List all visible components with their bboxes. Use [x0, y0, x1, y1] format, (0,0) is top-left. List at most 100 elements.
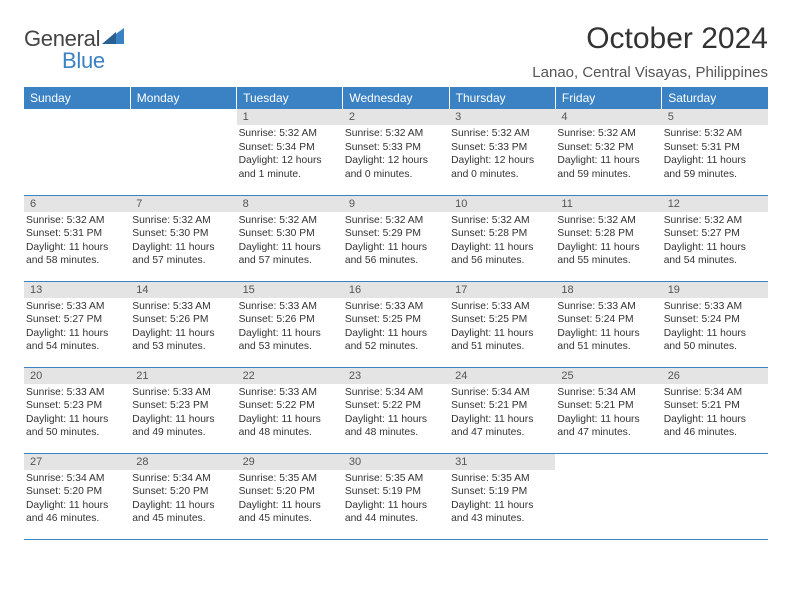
day-number: 9 — [343, 196, 449, 212]
calendar-cell: 16Sunrise: 5:33 AMSunset: 5:25 PMDayligh… — [343, 281, 449, 367]
day-number: 23 — [343, 368, 449, 384]
day-info: Sunrise: 5:32 AMSunset: 5:28 PMDaylight:… — [555, 212, 661, 270]
day-number: 14 — [130, 282, 236, 298]
calendar-cell: .. — [130, 109, 236, 195]
calendar-cell: 24Sunrise: 5:34 AMSunset: 5:21 PMDayligh… — [449, 367, 555, 453]
calendar-cell: 25Sunrise: 5:34 AMSunset: 5:21 PMDayligh… — [555, 367, 661, 453]
calendar-cell: 15Sunrise: 5:33 AMSunset: 5:26 PMDayligh… — [237, 281, 343, 367]
day-info: Sunrise: 5:32 AMSunset: 5:29 PMDaylight:… — [343, 212, 449, 270]
weekday-header: Saturday — [662, 87, 768, 109]
day-info: Sunrise: 5:33 AMSunset: 5:26 PMDaylight:… — [237, 298, 343, 356]
day-info: Sunrise: 5:32 AMSunset: 5:33 PMDaylight:… — [343, 125, 449, 183]
day-info: Sunrise: 5:33 AMSunset: 5:27 PMDaylight:… — [24, 298, 130, 356]
day-info: Sunrise: 5:33 AMSunset: 5:26 PMDaylight:… — [130, 298, 236, 356]
day-info: Sunrise: 5:32 AMSunset: 5:30 PMDaylight:… — [237, 212, 343, 270]
day-number: 12 — [662, 196, 768, 212]
calendar-cell: 23Sunrise: 5:34 AMSunset: 5:22 PMDayligh… — [343, 367, 449, 453]
calendar-cell: 11Sunrise: 5:32 AMSunset: 5:28 PMDayligh… — [555, 195, 661, 281]
day-info: Sunrise: 5:33 AMSunset: 5:23 PMDaylight:… — [24, 384, 130, 442]
calendar-cell: 3Sunrise: 5:32 AMSunset: 5:33 PMDaylight… — [449, 109, 555, 195]
day-number: 5 — [662, 109, 768, 125]
calendar-cell: 13Sunrise: 5:33 AMSunset: 5:27 PMDayligh… — [24, 281, 130, 367]
day-info: Sunrise: 5:33 AMSunset: 5:25 PMDaylight:… — [343, 298, 449, 356]
day-number: 16 — [343, 282, 449, 298]
weekday-header: Wednesday — [343, 87, 449, 109]
day-number: 6 — [24, 196, 130, 212]
calendar-week-row: 20Sunrise: 5:33 AMSunset: 5:23 PMDayligh… — [24, 367, 768, 453]
day-info: Sunrise: 5:32 AMSunset: 5:30 PMDaylight:… — [130, 212, 236, 270]
calendar-cell: 26Sunrise: 5:34 AMSunset: 5:21 PMDayligh… — [662, 367, 768, 453]
day-info: Sunrise: 5:33 AMSunset: 5:24 PMDaylight:… — [662, 298, 768, 356]
weekday-header: Thursday — [449, 87, 555, 109]
calendar-cell: 14Sunrise: 5:33 AMSunset: 5:26 PMDayligh… — [130, 281, 236, 367]
weekday-header: Friday — [555, 87, 661, 109]
location-text: Lanao, Central Visayas, Philippines — [532, 64, 768, 81]
calendar-cell: 19Sunrise: 5:33 AMSunset: 5:24 PMDayligh… — [662, 281, 768, 367]
day-info: Sunrise: 5:33 AMSunset: 5:25 PMDaylight:… — [449, 298, 555, 356]
day-number: 29 — [237, 454, 343, 470]
day-info: Sunrise: 5:32 AMSunset: 5:33 PMDaylight:… — [449, 125, 555, 183]
day-number: 19 — [662, 282, 768, 298]
day-number: 30 — [343, 454, 449, 470]
day-number: 26 — [662, 368, 768, 384]
day-info: Sunrise: 5:32 AMSunset: 5:28 PMDaylight:… — [449, 212, 555, 270]
day-number: 21 — [130, 368, 236, 384]
day-info: Sunrise: 5:32 AMSunset: 5:32 PMDaylight:… — [555, 125, 661, 183]
logo-sail-icon — [102, 28, 126, 51]
day-info: Sunrise: 5:33 AMSunset: 5:22 PMDaylight:… — [237, 384, 343, 442]
month-title: October 2024 — [532, 22, 768, 56]
calendar-cell: 8Sunrise: 5:32 AMSunset: 5:30 PMDaylight… — [237, 195, 343, 281]
day-info: Sunrise: 5:34 AMSunset: 5:21 PMDaylight:… — [449, 384, 555, 442]
day-info: Sunrise: 5:32 AMSunset: 5:31 PMDaylight:… — [24, 212, 130, 270]
calendar-cell: 20Sunrise: 5:33 AMSunset: 5:23 PMDayligh… — [24, 367, 130, 453]
calendar-cell: 21Sunrise: 5:33 AMSunset: 5:23 PMDayligh… — [130, 367, 236, 453]
day-info: Sunrise: 5:32 AMSunset: 5:31 PMDaylight:… — [662, 125, 768, 183]
calendar-body: ....1Sunrise: 5:32 AMSunset: 5:34 PMDayl… — [24, 109, 768, 539]
day-number: 20 — [24, 368, 130, 384]
calendar-cell: 5Sunrise: 5:32 AMSunset: 5:31 PMDaylight… — [662, 109, 768, 195]
day-number: 28 — [130, 454, 236, 470]
day-info: Sunrise: 5:32 AMSunset: 5:27 PMDaylight:… — [662, 212, 768, 270]
weekday-header: Tuesday — [237, 87, 343, 109]
day-info: Sunrise: 5:34 AMSunset: 5:21 PMDaylight:… — [555, 384, 661, 442]
day-number: 31 — [449, 454, 555, 470]
day-number: 24 — [449, 368, 555, 384]
header: General Blue October 2024 Lanao, Central… — [24, 22, 768, 81]
brand-logo: General Blue — [24, 22, 126, 74]
calendar-week-row: 27Sunrise: 5:34 AMSunset: 5:20 PMDayligh… — [24, 453, 768, 539]
day-info: Sunrise: 5:35 AMSunset: 5:20 PMDaylight:… — [237, 470, 343, 528]
day-info: Sunrise: 5:33 AMSunset: 5:24 PMDaylight:… — [555, 298, 661, 356]
day-number: 17 — [449, 282, 555, 298]
calendar-week-row: 13Sunrise: 5:33 AMSunset: 5:27 PMDayligh… — [24, 281, 768, 367]
day-number: 25 — [555, 368, 661, 384]
calendar-cell: 12Sunrise: 5:32 AMSunset: 5:27 PMDayligh… — [662, 195, 768, 281]
calendar-week-row: 6Sunrise: 5:32 AMSunset: 5:31 PMDaylight… — [24, 195, 768, 281]
calendar-cell: 17Sunrise: 5:33 AMSunset: 5:25 PMDayligh… — [449, 281, 555, 367]
day-info: Sunrise: 5:34 AMSunset: 5:21 PMDaylight:… — [662, 384, 768, 442]
calendar-cell: .. — [662, 453, 768, 539]
day-info: Sunrise: 5:32 AMSunset: 5:34 PMDaylight:… — [237, 125, 343, 183]
calendar-cell: 29Sunrise: 5:35 AMSunset: 5:20 PMDayligh… — [237, 453, 343, 539]
calendar-cell: 22Sunrise: 5:33 AMSunset: 5:22 PMDayligh… — [237, 367, 343, 453]
day-number: 3 — [449, 109, 555, 125]
day-info: Sunrise: 5:35 AMSunset: 5:19 PMDaylight:… — [343, 470, 449, 528]
weekday-header-row: SundayMondayTuesdayWednesdayThursdayFrid… — [24, 87, 768, 109]
calendar-cell: 9Sunrise: 5:32 AMSunset: 5:29 PMDaylight… — [343, 195, 449, 281]
day-info: Sunrise: 5:33 AMSunset: 5:23 PMDaylight:… — [130, 384, 236, 442]
day-info: Sunrise: 5:34 AMSunset: 5:20 PMDaylight:… — [130, 470, 236, 528]
calendar-table: SundayMondayTuesdayWednesdayThursdayFrid… — [24, 87, 768, 540]
calendar-cell: .. — [555, 453, 661, 539]
calendar-cell: 1Sunrise: 5:32 AMSunset: 5:34 PMDaylight… — [237, 109, 343, 195]
day-number: 13 — [24, 282, 130, 298]
calendar-cell: 2Sunrise: 5:32 AMSunset: 5:33 PMDaylight… — [343, 109, 449, 195]
day-info: Sunrise: 5:34 AMSunset: 5:22 PMDaylight:… — [343, 384, 449, 442]
calendar-cell: 30Sunrise: 5:35 AMSunset: 5:19 PMDayligh… — [343, 453, 449, 539]
day-number: 10 — [449, 196, 555, 212]
logo-text-blue: Blue — [62, 48, 126, 74]
day-number: 2 — [343, 109, 449, 125]
calendar-cell: 27Sunrise: 5:34 AMSunset: 5:20 PMDayligh… — [24, 453, 130, 539]
day-number: 4 — [555, 109, 661, 125]
day-number: 8 — [237, 196, 343, 212]
calendar-week-row: ....1Sunrise: 5:32 AMSunset: 5:34 PMDayl… — [24, 109, 768, 195]
weekday-header: Monday — [130, 87, 236, 109]
